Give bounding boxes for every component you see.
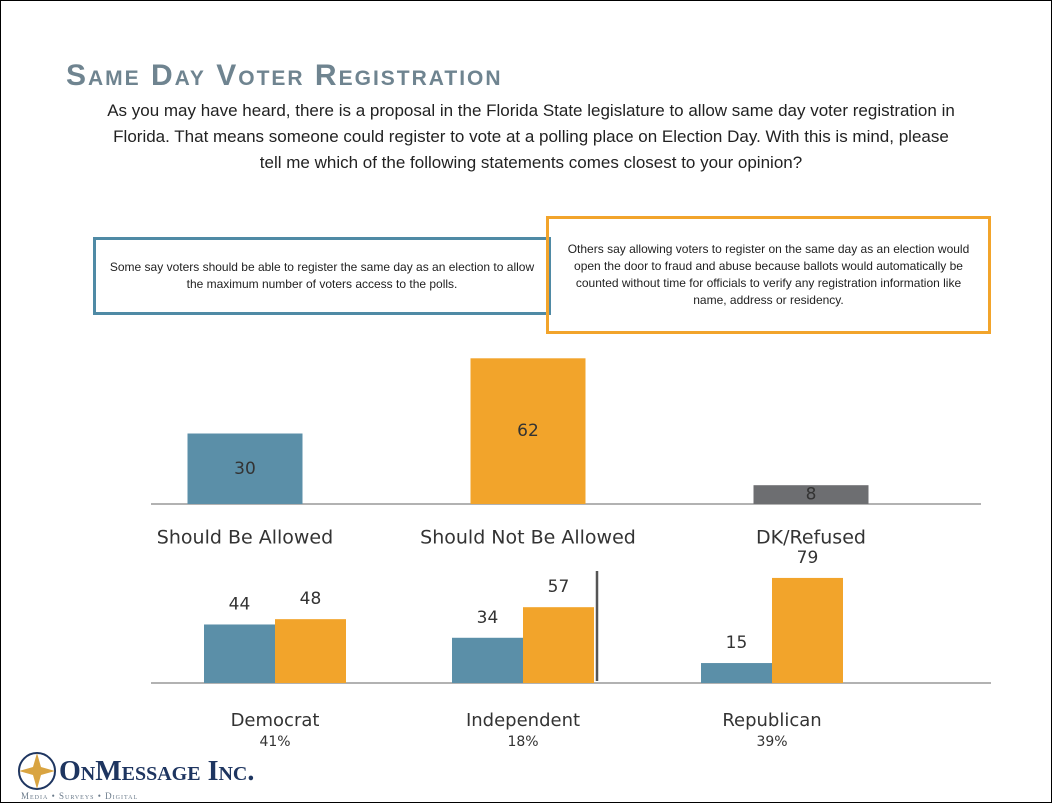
data-label: 34 (477, 608, 499, 628)
data-label: 44 (229, 594, 251, 614)
statement: Others say allowing voters to register o… (567, 242, 970, 307)
bar (275, 619, 346, 683)
question: As you may have heard, there is a propos… (107, 101, 955, 172)
category-label: Republican (722, 710, 821, 731)
statement-box: Others say allowing voters to register o… (546, 216, 991, 334)
category-label: Should Be Allowed (157, 527, 333, 549)
data-label: 57 (548, 577, 570, 597)
data-label: 15 (726, 633, 748, 653)
data-label: 8 (806, 485, 817, 505)
bar (452, 637, 523, 683)
category-label: Should Not Be Allowed (420, 527, 636, 549)
logo-icon (19, 753, 55, 789)
data-label: 62 (517, 421, 539, 441)
category-label: DK/Refused (756, 527, 866, 549)
bar (753, 485, 869, 504)
data-label: 30 (234, 459, 256, 479)
category-label: Independent (466, 710, 580, 731)
bar (470, 358, 586, 504)
data-label: 79 (797, 548, 819, 568)
bar (204, 624, 275, 683)
bar (187, 433, 303, 504)
category-note: 39% (756, 734, 787, 750)
category-label: Democrat (231, 710, 320, 731)
bar (523, 607, 594, 683)
slide-title: Same Day Voter Registration (66, 59, 503, 92)
category-note: 41% (259, 734, 290, 750)
bar (772, 577, 843, 683)
statement: Some say voters should be able to regist… (109, 260, 535, 291)
statement-box: Some say voters should be able to regist… (93, 237, 551, 315)
logo-name: OnMessage Inc. (59, 756, 255, 787)
bar (701, 663, 772, 683)
logo-tagline: Media • Surveys • Digital (21, 791, 139, 801)
category-note: 18% (507, 734, 538, 750)
data-label: 48 (300, 589, 322, 609)
